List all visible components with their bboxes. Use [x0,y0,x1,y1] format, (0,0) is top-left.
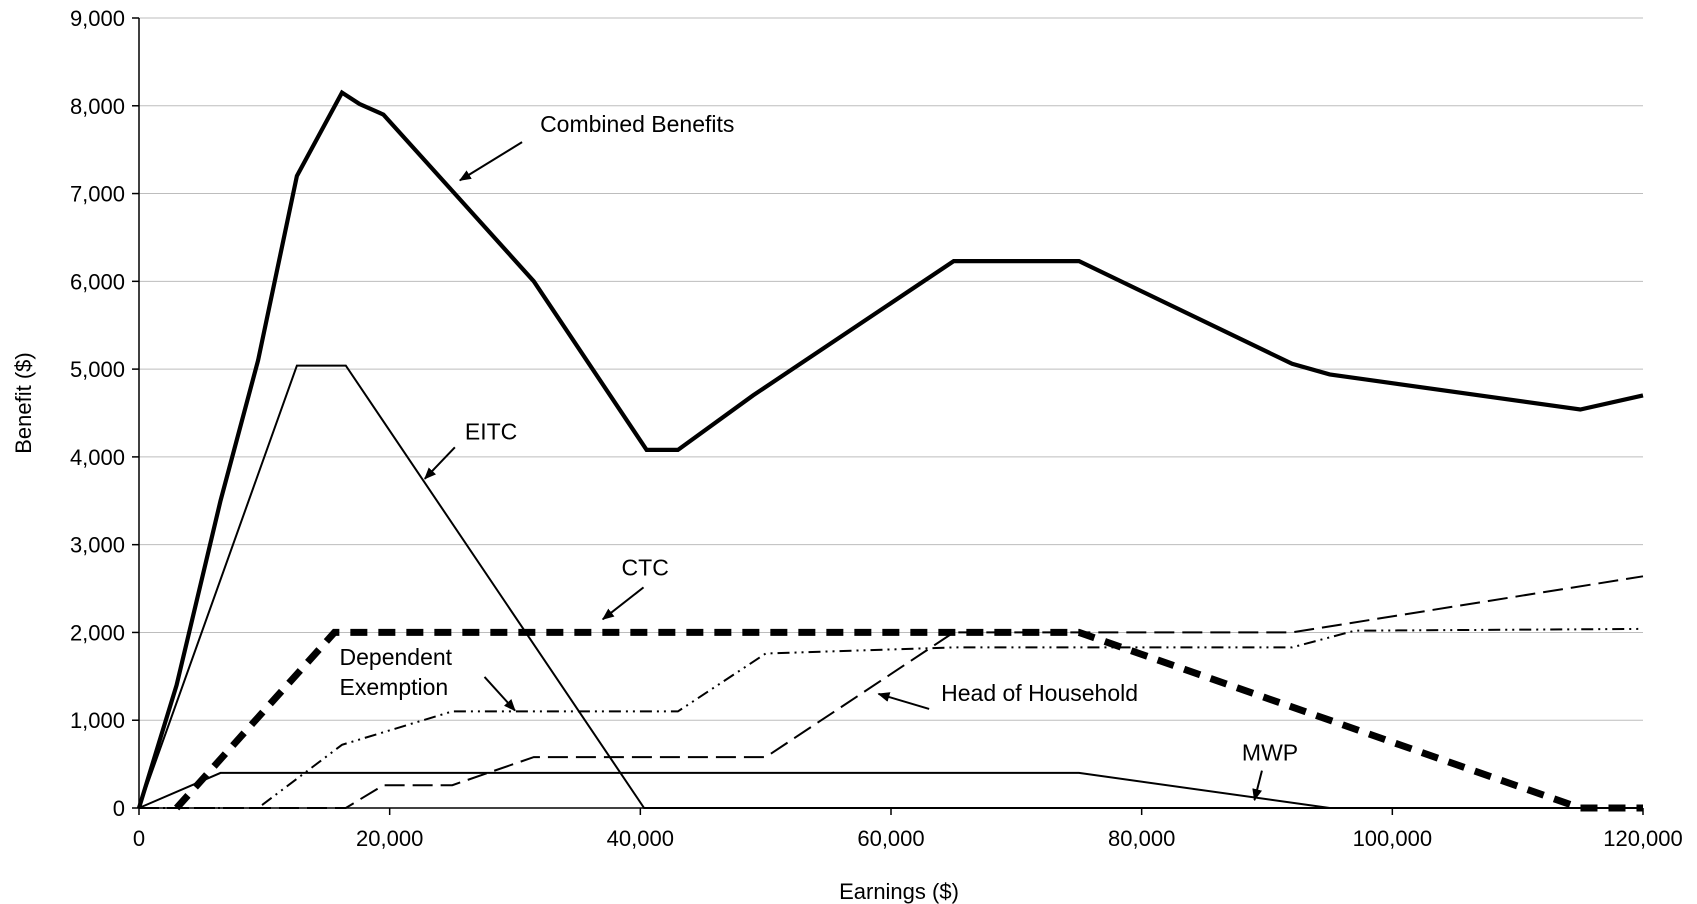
arrow-mwp [1252,770,1263,802]
annotation-combined-benefits: Combined Benefits [540,111,734,137]
y-tick-label: 1,000 [70,708,125,733]
x-tick-label: 20,000 [356,826,423,851]
arrow-ctc [601,586,645,621]
y-tick-label: 0 [113,796,125,821]
x-tick-label: 100,000 [1353,826,1433,851]
series-lines [136,89,1644,812]
annotation-dependent-exemption: Dependent Exemption [340,644,453,700]
annotation-head-of-household: Head of Household [941,680,1138,706]
series-combined-benefits [136,89,1644,809]
x-tick-label: 40,000 [607,826,674,851]
y-tick-label: 4,000 [70,445,125,470]
x-tick-label: 0 [133,826,145,851]
annotation-eitc: EITC [465,418,517,444]
y-tick-label: 3,000 [70,533,125,558]
grid-lines [139,17,1643,721]
x-tick-label: 80,000 [1108,826,1175,851]
y-tick-label: 2,000 [70,620,125,645]
y-tick-label: 8,000 [70,94,125,119]
tick-labels: 0 20,000 40,000 60,000 80,000 100,000 120,000 0… [70,6,1683,851]
arrow-combined-benefits [459,141,523,182]
annotation-ctc: CTC [622,554,669,580]
x-tick-label: 60,000 [857,826,924,851]
y-tick-label: 6,000 [70,269,125,294]
y-tick-label: 7,000 [70,182,125,207]
x-axis-title: Earnings ($) [839,879,959,904]
series-head-of-household [139,575,1644,809]
annotations: Combined Benefits EITC CTC Dependent Exempti… [340,111,1298,802]
arrow-eitc [424,446,456,480]
x-tick-label: 120,000 [1603,826,1683,851]
y-tick-label: 5,000 [70,357,125,382]
arrow-dependent-exemption [483,676,516,712]
series-eitc [138,364,1643,809]
annotation-mwp: MWP [1242,740,1298,766]
series-mwp [138,771,1643,809]
y-tick-label: 9,000 [70,6,125,31]
arrow-head-of-household [877,692,930,710]
y-axis-title: Benefit ($) [11,352,36,454]
